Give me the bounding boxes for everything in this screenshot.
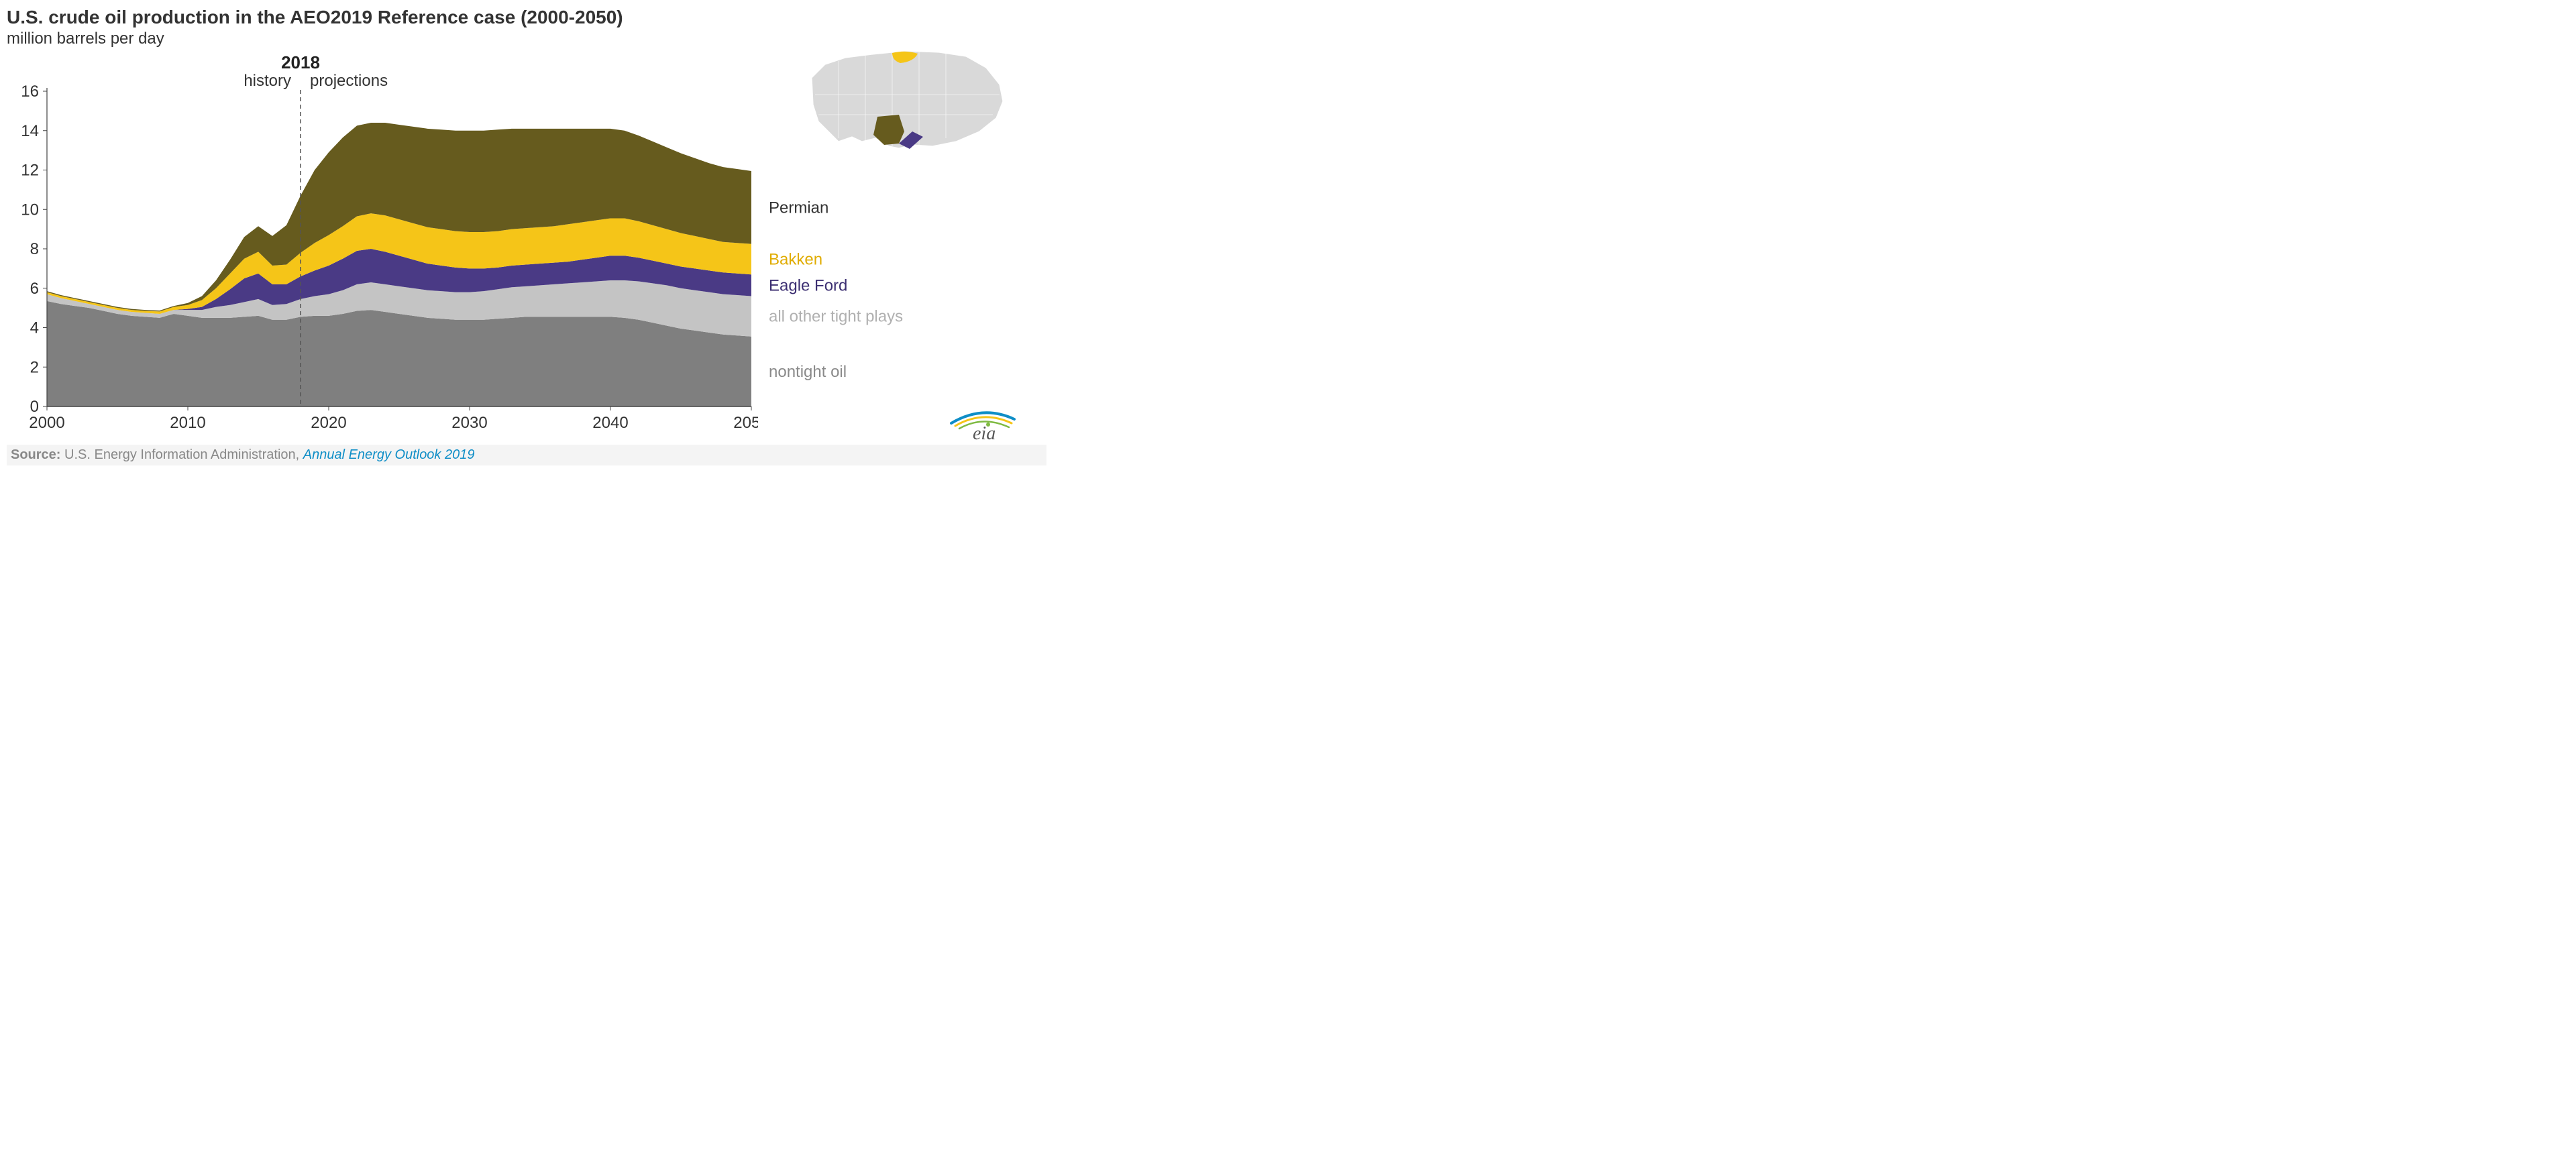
divider-year-label: 2018	[281, 52, 320, 72]
y-tick-label: 4	[30, 319, 39, 337]
map-region-permian	[873, 115, 904, 145]
y-tick-label: 8	[30, 240, 39, 258]
source-prefix: Source:	[11, 447, 60, 462]
y-tick-label: 0	[30, 398, 39, 416]
chart-block: 0 2 4 6 8 10 12 14 16 2000 2010 2020 2030 2040 2050 201…	[7, 51, 758, 443]
source-publication: Annual Energy Outlook 2019	[303, 447, 475, 462]
x-tick-label: 2040	[592, 414, 628, 432]
y-tick-label: 2	[30, 358, 39, 376]
history-label: history	[244, 72, 291, 90]
x-tick-label: 2010	[170, 414, 205, 432]
eia-logo-text: eia	[973, 423, 996, 443]
right-block: Permian Bakken Eagle Ford all other tight p…	[758, 51, 1040, 443]
x-tick-label: 2020	[311, 414, 346, 432]
legend-label-Permian: Permian	[769, 199, 828, 217]
chart-container: U.S. crude oil production in the AEO2019…	[7, 7, 1046, 465]
x-tick-label: 2050	[733, 414, 758, 432]
chart-title: U.S. crude oil production in the AEO2019…	[7, 7, 1046, 28]
legend-label-nontight-oil: nontight oil	[769, 363, 847, 381]
eia-logo: eia	[946, 403, 1020, 443]
y-tick-label: 16	[21, 82, 39, 101]
us-outline	[812, 51, 1003, 148]
y-tick-label: 14	[21, 122, 39, 140]
stacked-area-chart: 0 2 4 6 8 10 12 14 16 2000 2010 2020 2030 2040 2050 201…	[7, 51, 758, 440]
y-tick-label: 6	[30, 280, 39, 298]
source-org: U.S. Energy Information Administration,	[64, 447, 299, 462]
projections-label: projections	[310, 72, 388, 90]
legend-label-Bakken: Bakken	[769, 250, 822, 268]
y-tick-label: 12	[21, 162, 39, 180]
x-tick-label: 2000	[29, 414, 64, 432]
main-area: 0 2 4 6 8 10 12 14 16 2000 2010 2020 2030 2040 2050 201…	[7, 51, 1046, 443]
y-tick-label: 10	[21, 201, 39, 219]
legend-label-Eagle-Ford: Eagle Ford	[769, 276, 847, 294]
us-inset-map	[798, 31, 1013, 158]
x-tick-label: 2030	[451, 414, 487, 432]
legend-label-all-other-tight-plays: all other tight plays	[769, 308, 903, 326]
source-line: Source: U.S. Energy Information Administ…	[7, 445, 1046, 465]
